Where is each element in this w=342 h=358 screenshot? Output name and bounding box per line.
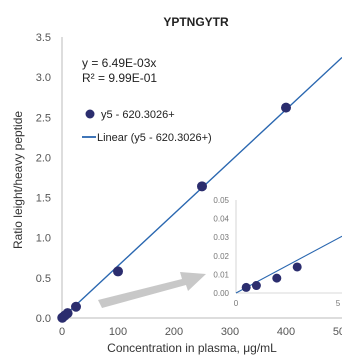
inset-y-tick-label: 0.01 — [213, 270, 229, 279]
zoom-arrow — [98, 272, 206, 308]
legend-label-line: Linear (y5 - 620.3026+) — [97, 132, 212, 144]
legend-marker-points — [85, 109, 95, 119]
main-axes — [61, 37, 342, 319]
inset-data-point — [251, 281, 261, 291]
data-point — [71, 301, 81, 312]
inset-data-point — [241, 282, 251, 292]
data-point — [281, 102, 291, 113]
legend-label-points: y5 - 620.3026+ — [101, 109, 175, 121]
inset-y-tick-label: 0.03 — [213, 233, 229, 242]
y-tick-label: 0.5 — [36, 273, 51, 285]
y-tick-label: 1.5 — [36, 193, 51, 205]
x-tick-label: 0 — [59, 326, 65, 338]
x-tick-label: 200 — [165, 326, 183, 338]
y-axis-label: Ratio leight/heavy peptide — [11, 111, 25, 249]
x-tick-labels: 0 100 200 300 400 500 — [59, 326, 342, 338]
legend: y5 - 620.3026+ Linear (y5 - 620.3026+) — [82, 109, 212, 144]
inset-y-tick-labels: 0.00 0.01 0.02 0.03 0.04 0.05 — [213, 196, 229, 298]
inset-plot-area — [235, 235, 342, 294]
x-tick-label: 400 — [277, 326, 295, 338]
x-tick-label: 500 — [333, 326, 342, 338]
y-tick-label: 0.0 — [36, 313, 51, 325]
y-tick-label: 2.5 — [36, 112, 51, 124]
y-tick-label: 2.0 — [36, 152, 51, 164]
main-plot-area — [57, 56, 342, 323]
y-tick-label: 3.0 — [36, 72, 51, 84]
data-point — [62, 308, 73, 319]
inset-y-tick-label: 0.00 — [213, 289, 229, 298]
equation-label: y = 6.49E-03x — [82, 56, 156, 70]
inset-data-point — [272, 273, 282, 283]
x-axis-label: Concentration in plasma, μg/mL — [107, 341, 277, 355]
chart-title: YPTNGYTR — [163, 15, 229, 29]
inset-x-tick-label: 5 — [336, 299, 341, 308]
inset-y-tick-label: 0.02 — [213, 252, 229, 261]
inset-y-tick-label: 0.04 — [213, 215, 229, 224]
data-point — [113, 266, 123, 277]
inset-x-tick-label: 0 — [234, 299, 239, 308]
r-squared-label: R² = 9.99E-01 — [82, 71, 157, 85]
inset-trendline — [235, 235, 342, 294]
inset-y-tick-label: 0.05 — [213, 196, 229, 205]
inset-data-point — [292, 262, 302, 272]
x-tick-label: 300 — [221, 326, 239, 338]
x-tick-label: 100 — [109, 326, 127, 338]
y-tick-label: 3.5 — [36, 32, 51, 44]
y-tick-label: 1.0 — [36, 233, 51, 245]
y-tick-labels: 0.0 0.5 1.0 1.5 2.0 2.5 3.0 3.5 — [36, 32, 51, 325]
data-point — [197, 181, 207, 192]
